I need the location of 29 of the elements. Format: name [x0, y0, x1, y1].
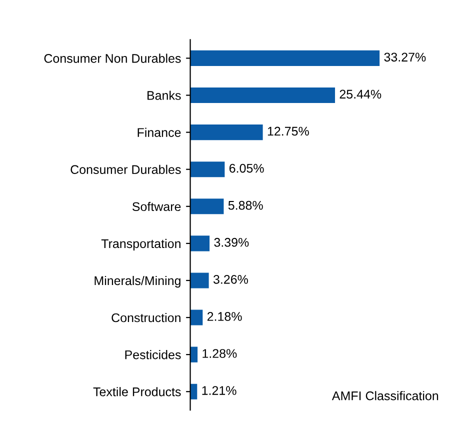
data-label: 2.18% [207, 312, 242, 321]
bar [190, 198, 224, 214]
bar [190, 124, 263, 140]
data-label: 25.44% [340, 90, 382, 99]
bar [190, 272, 209, 288]
y-tick-label: Banks [148, 90, 181, 100]
data-label: 12.75% [268, 126, 309, 136]
y-tick-label: Minerals/Mining [94, 276, 180, 288]
y-tick-label: Consumer Durables [70, 164, 181, 174]
data-label: 6.05% [229, 164, 264, 173]
y-tick-label: Textile Products [93, 387, 181, 396]
bar [190, 236, 210, 252]
bar [190, 310, 203, 326]
data-label: 3.26% [213, 274, 248, 284]
annotation: AMFI Classification [332, 391, 438, 400]
y-tick-label: Construction [112, 312, 180, 322]
y-tick-label: Finance [138, 128, 181, 137]
data-label: 3.39% [214, 238, 249, 247]
data-label: 5.88% [228, 200, 263, 210]
data-label: 33.27% [384, 52, 426, 62]
data-label: 1.21% [202, 386, 236, 395]
bar [190, 87, 336, 104]
data-label: 1.28% [202, 349, 237, 358]
y-tick-label: Pesticides [125, 350, 181, 360]
y-tick-label: Consumer Non Durables [44, 54, 181, 63]
bar [190, 162, 225, 178]
y-tick-label: Software [132, 202, 181, 212]
bar [190, 50, 380, 66]
y-tick-label: Transportation [101, 238, 180, 251]
